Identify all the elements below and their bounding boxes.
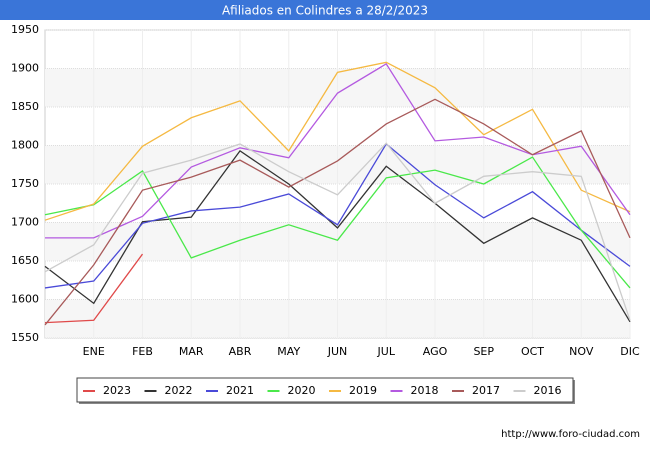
- legend-label: 2020: [288, 384, 316, 397]
- source: http://www.foro-ciudad.com: [501, 429, 640, 440]
- x-tick-label: SEP: [473, 345, 494, 358]
- legend-label: 2022: [165, 384, 193, 397]
- x-tick-label: MAY: [277, 345, 300, 358]
- series-line: [44, 61, 631, 221]
- legend: [76, 377, 574, 403]
- legend-label: 2017: [472, 384, 500, 397]
- y-tick-label: 1550: [11, 331, 39, 344]
- y-tick-label: 1600: [11, 293, 39, 306]
- x-tick-label: OCT: [521, 345, 544, 358]
- y-tick-label: 1800: [11, 139, 39, 152]
- x-tick-label: JUN: [327, 345, 348, 358]
- y-tick-label: 1700: [11, 216, 39, 229]
- y-tick-label: 1750: [11, 177, 39, 190]
- x-tick-label: AGO: [423, 345, 448, 358]
- legend-label: 2018: [411, 384, 439, 397]
- series-line: [44, 253, 144, 324]
- x-tick-label: MAR: [179, 345, 204, 358]
- chart-title: Afiliados en Colindres a 28/2/2023: [222, 4, 428, 18]
- legend-label: 2019: [349, 384, 377, 397]
- y-tick-label: 1950: [11, 23, 39, 36]
- y-tick-label: 1850: [11, 100, 39, 113]
- x-tick-label: JUL: [377, 345, 396, 358]
- x-tick-label: ENE: [83, 345, 105, 358]
- title-bar: [0, 0, 650, 20]
- x-tick-label: ABR: [229, 345, 252, 358]
- legend-label: 2016: [534, 384, 562, 397]
- y-tick-label: 1900: [11, 62, 39, 75]
- x-tick-label: FEB: [132, 345, 153, 358]
- series-line: [44, 98, 631, 326]
- series-line: [44, 156, 631, 289]
- series-line: [44, 142, 631, 289]
- x-tick-label: NOV: [569, 345, 594, 358]
- series-line: [44, 150, 631, 323]
- y-tick-label: 1650: [11, 254, 39, 267]
- legend-label: 2021: [226, 384, 254, 397]
- legend-label: 2023: [103, 384, 131, 397]
- series-line: [44, 142, 631, 321]
- x-tick-label: DIC: [620, 345, 640, 358]
